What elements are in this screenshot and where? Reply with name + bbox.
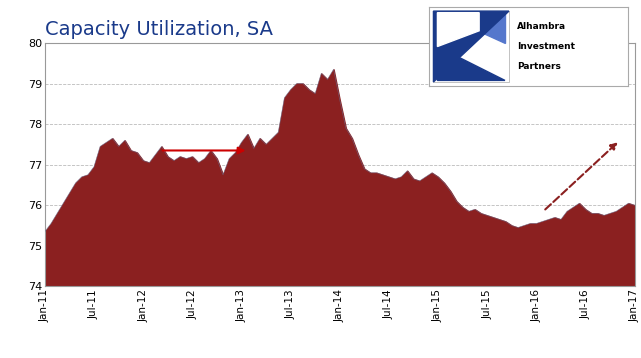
Polygon shape <box>437 47 505 81</box>
Polygon shape <box>440 14 505 43</box>
Text: Investment: Investment <box>517 42 575 51</box>
Text: Alhambra: Alhambra <box>517 22 566 32</box>
Polygon shape <box>437 13 479 47</box>
Bar <box>433 11 509 82</box>
Text: Partners: Partners <box>517 62 561 71</box>
Text: Capacity Utilization, SA: Capacity Utilization, SA <box>45 20 273 39</box>
Polygon shape <box>433 11 509 82</box>
